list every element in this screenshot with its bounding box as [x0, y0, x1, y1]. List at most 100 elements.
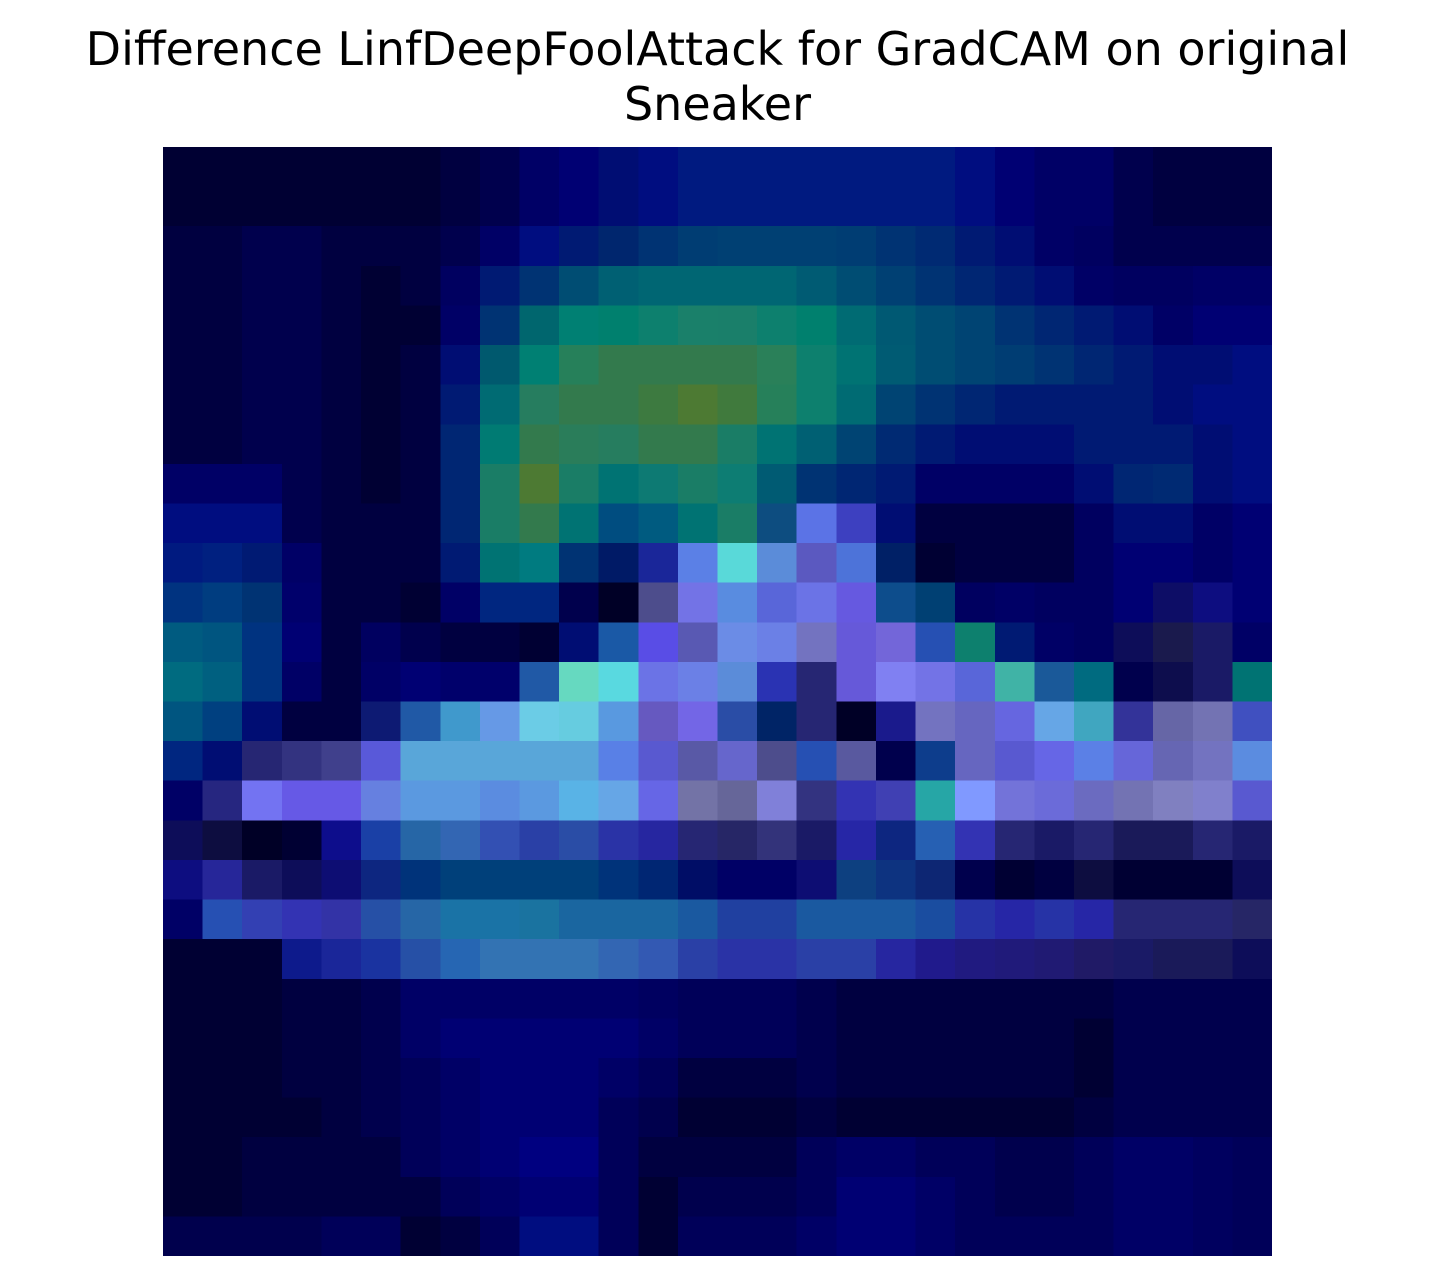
- heatmap-cell-r12-c4: [321, 622, 362, 663]
- heatmap-cell-r22-c26: [1192, 1018, 1233, 1059]
- heatmap-cell-r26-c4: [321, 1176, 362, 1217]
- heatmap-cell-r17-c12: [638, 820, 679, 861]
- heatmap-cell-r22-c0: [163, 1018, 204, 1059]
- heatmap-cell-r14-c24: [1113, 701, 1154, 742]
- heatmap-cell-r11-c4: [321, 582, 362, 623]
- heatmap-cell-r15-c7: [440, 741, 481, 782]
- heatmap-cell-r13-c4: [321, 661, 362, 703]
- heatmap-cell-r2-c9: [519, 226, 560, 267]
- heatmap-cell-r4-c1: [202, 305, 243, 346]
- heatmap-cell-r23-c6: [400, 1057, 441, 1099]
- heatmap-cell-r15-c8: [479, 741, 521, 782]
- heatmap-cell-r23-c4: [321, 1057, 362, 1099]
- heatmap-cell-r14-c22: [1034, 701, 1075, 742]
- heatmap-cell-r23-c20: [955, 1057, 996, 1099]
- heatmap-cell-r27-c27: [1232, 1216, 1272, 1256]
- heatmap-cell-r13-c17: [836, 661, 877, 703]
- heatmap-cell-r1-c0: [163, 186, 204, 227]
- chart-title: Difference LinfDeepFoolAttack for GradCA…: [0, 22, 1435, 132]
- heatmap-cell-r21-c19: [915, 978, 956, 1019]
- heatmap-cell-r19-c17: [836, 899, 877, 940]
- heatmap-cell-r17-c4: [321, 820, 362, 861]
- heatmap-cell-r8-c6: [400, 463, 441, 505]
- heatmap-cell-r15-c12: [638, 741, 679, 782]
- heatmap-cell-r23-c15: [757, 1057, 798, 1099]
- heatmap-cell-r9-c9: [519, 503, 560, 544]
- heatmap-cell-r9-c2: [242, 503, 283, 544]
- heatmap-cell-r25-c23: [1073, 1137, 1115, 1178]
- heatmap-cell-r6-c23: [1073, 384, 1115, 425]
- heatmap-cell-r9-c16: [796, 503, 837, 544]
- heatmap-cell-r13-c19: [915, 661, 956, 703]
- heatmap-cell-r26-c12: [638, 1176, 679, 1217]
- heatmap-cell-r7-c14: [717, 424, 758, 465]
- heatmap-cell-r3-c1: [202, 265, 243, 307]
- heatmap-cell-r9-c19: [915, 503, 956, 544]
- heatmap-cell-r0-c1: [202, 147, 243, 188]
- heatmap-cell-r6-c10: [559, 384, 600, 425]
- heatmap-cell-r26-c27: [1232, 1176, 1272, 1217]
- heatmap-cell-r18-c24: [1113, 859, 1154, 901]
- heatmap-cell-r5-c14: [717, 345, 758, 386]
- heatmap-cell-r26-c9: [519, 1176, 560, 1217]
- heatmap-cell-r7-c25: [1153, 424, 1194, 465]
- heatmap-cell-r1-c13: [677, 186, 719, 227]
- heatmap-cell-r5-c1: [202, 345, 243, 386]
- heatmap-cell-r20-c13: [677, 939, 719, 980]
- heatmap-cell-r17-c2: [242, 820, 283, 861]
- heatmap-cell-r16-c3: [281, 780, 323, 821]
- heatmap-cell-r4-c3: [281, 305, 323, 346]
- heatmap-cell-r14-c10: [559, 701, 600, 742]
- heatmap-cell-r5-c3: [281, 345, 323, 386]
- heatmap-cell-r5-c20: [955, 345, 996, 386]
- heatmap-cell-r25-c6: [400, 1137, 441, 1178]
- heatmap-cell-r16-c23: [1073, 780, 1115, 821]
- heatmap-cell-r23-c22: [1034, 1057, 1075, 1099]
- heatmap-cell-r13-c13: [677, 661, 719, 703]
- heatmap-cell-r5-c25: [1153, 345, 1194, 386]
- heatmap-cell-r14-c5: [361, 701, 402, 742]
- heatmap-cell-r24-c25: [1153, 1097, 1194, 1138]
- heatmap-cell-r14-c19: [915, 701, 956, 742]
- heatmap-cell-r24-c0: [163, 1097, 204, 1138]
- heatmap-cell-r18-c3: [281, 859, 323, 901]
- heatmap-cell-r0-c11: [598, 147, 639, 188]
- heatmap-cell-r4-c5: [361, 305, 402, 346]
- heatmap-cell-r11-c24: [1113, 582, 1154, 623]
- heatmap-cell-r21-c5: [361, 978, 402, 1019]
- heatmap-cell-r15-c26: [1192, 741, 1233, 782]
- heatmap-cell-r4-c13: [677, 305, 719, 346]
- heatmap-cell-r1-c20: [955, 186, 996, 227]
- heatmap-cell-r25-c4: [321, 1137, 362, 1178]
- heatmap-cell-r14-c20: [955, 701, 996, 742]
- heatmap-cell-r0-c19: [915, 147, 956, 188]
- heatmap-cell-r21-c6: [400, 978, 441, 1019]
- heatmap-cell-r0-c4: [321, 147, 362, 188]
- heatmap-cell-r18-c8: [479, 859, 521, 901]
- heatmap-cell-r25-c1: [202, 1137, 243, 1178]
- heatmap-cell-r25-c5: [361, 1137, 402, 1178]
- heatmap-cell-r6-c19: [915, 384, 956, 425]
- heatmap-cell-r11-c5: [361, 582, 402, 623]
- heatmap-cell-r9-c17: [836, 503, 877, 544]
- heatmap-cell-r20-c16: [796, 939, 837, 980]
- heatmap-cell-r17-c21: [994, 820, 1035, 861]
- heatmap-cell-r6-c17: [836, 384, 877, 425]
- heatmap-cell-r19-c8: [479, 899, 521, 940]
- heatmap-cell-r14-c14: [717, 701, 758, 742]
- heatmap-cell-r25-c7: [440, 1137, 481, 1178]
- heatmap-cell-r0-c16: [796, 147, 837, 188]
- heatmap-cell-r17-c10: [559, 820, 600, 861]
- heatmap-cell-r8-c14: [717, 463, 758, 505]
- heatmap-cell-r21-c27: [1232, 978, 1272, 1019]
- heatmap-cell-r13-c3: [281, 661, 323, 703]
- heatmap-cell-r16-c17: [836, 780, 877, 821]
- heatmap-cell-r5-c23: [1073, 345, 1115, 386]
- heatmap-cell-r13-c9: [519, 661, 560, 703]
- heatmap-cell-r4-c4: [321, 305, 362, 346]
- heatmap-cell-r13-c11: [598, 661, 639, 703]
- heatmap-cell-r17-c20: [955, 820, 996, 861]
- heatmap-cell-r10-c22: [1034, 543, 1075, 584]
- heatmap-cell-r3-c4: [321, 265, 362, 307]
- heatmap-cell-r21-c9: [519, 978, 560, 1019]
